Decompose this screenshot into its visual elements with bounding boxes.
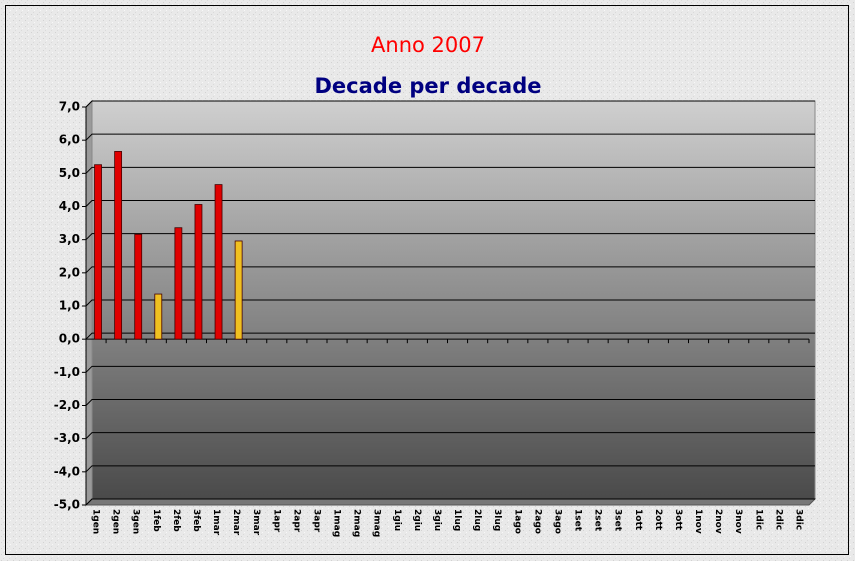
y-tick-label: -5,0: [54, 498, 80, 512]
chart-subtitle: Decade per decade: [315, 74, 542, 98]
bar: [114, 151, 123, 340]
grid-line: [85, 432, 815, 440]
x-tick-label: 1gen: [91, 509, 101, 534]
x-tick-label: 2mar: [231, 509, 241, 536]
x-tick-label: 2set: [593, 509, 603, 532]
bar: [194, 204, 203, 340]
y-tick-label: -1,0: [54, 365, 80, 379]
grid-line: [85, 200, 815, 207]
x-tick-label: 3mag: [372, 509, 382, 537]
x-tick-label: 3set: [613, 509, 623, 532]
x-tick-label: 2mag: [352, 509, 362, 537]
y-tick-label: 0,0: [59, 332, 80, 346]
grid-line: [85, 332, 815, 340]
x-tick-label: 1feb: [151, 509, 161, 532]
x-tick-label: 2nov: [713, 509, 723, 534]
grid-line: [85, 365, 815, 373]
x-tick-label: 2apr: [291, 509, 301, 533]
x-tick-label: 1apr: [271, 509, 281, 533]
y-tick-label: -4,0: [54, 464, 80, 478]
x-tick-label: 3feb: [191, 509, 201, 532]
bar: [174, 227, 183, 340]
y-tick-label: 5,0: [59, 166, 80, 180]
x-tick-label: 2ago: [532, 509, 542, 534]
frame: [5, 5, 849, 555]
floor: [84, 498, 817, 506]
x-tick-label: 3apr: [311, 509, 321, 533]
x-tick-label: 2gen: [111, 509, 121, 534]
bar: [134, 233, 143, 340]
grid-line: [85, 266, 815, 274]
x-tick-label: 3mar: [251, 509, 261, 536]
grid-line: [85, 465, 815, 473]
grid-line: [85, 133, 815, 141]
x-tick-label: 1set: [573, 509, 583, 532]
y-tick-label: 4,0: [59, 199, 80, 213]
grid-line: [85, 100, 815, 108]
y-tick-label: 2,0: [59, 265, 80, 279]
x-tick-label: 2giu: [412, 509, 422, 531]
x-tick-label: 1giu: [392, 509, 402, 531]
x-tick-label: 3lug: [492, 509, 502, 531]
x-tick-label: 1lug: [452, 509, 462, 531]
x-tick-label: 1nov: [693, 509, 703, 534]
grid-line: [85, 399, 815, 406]
y-tick-label: -3,0: [54, 431, 80, 445]
plot-area: -5,0 -4,0 -3,0 -2,0 -1,0 0,0 1,0 2,0 3,0 4,0 5,0 6,…: [54, 100, 817, 537]
bar: [234, 240, 243, 340]
x-tick-label: 1ago: [512, 509, 522, 534]
grid-line: [85, 299, 815, 307]
x-tick-label: 2ott: [653, 509, 663, 531]
x-tick-label: 2dic: [773, 509, 783, 530]
chart-title: Anno 2007: [371, 33, 485, 57]
y-tick-label: -2,0: [54, 398, 80, 412]
x-tick-label: 1dic: [753, 509, 763, 530]
x-tick-label: 1mag: [332, 509, 342, 537]
x-tick-label: 1mar: [211, 509, 221, 536]
bar: [214, 184, 223, 340]
grid-line: [85, 498, 815, 506]
x-tick-label: 3dic: [793, 509, 803, 530]
y-tick-label: 1,0: [59, 299, 80, 313]
bar: [154, 293, 163, 340]
y-tick-label: 6,0: [59, 133, 80, 147]
bar: [94, 164, 102, 340]
x-tick-label: 2lug: [472, 509, 482, 531]
y-tick-label: 3,0: [59, 232, 80, 246]
x-tick-label: 3giu: [432, 509, 442, 531]
x-tick-label: 3nov: [733, 509, 743, 534]
x-tick-label: 1ott: [633, 509, 643, 531]
x-tick-label: 2feb: [171, 509, 181, 532]
x-tick-label: 3ott: [673, 509, 683, 531]
x-tick-label: 3gen: [131, 509, 141, 534]
grid-line: [85, 233, 815, 241]
x-tick-label: 3ago: [552, 509, 562, 534]
y-tick-label: 7,0: [59, 100, 80, 114]
grid-line: [85, 166, 815, 174]
